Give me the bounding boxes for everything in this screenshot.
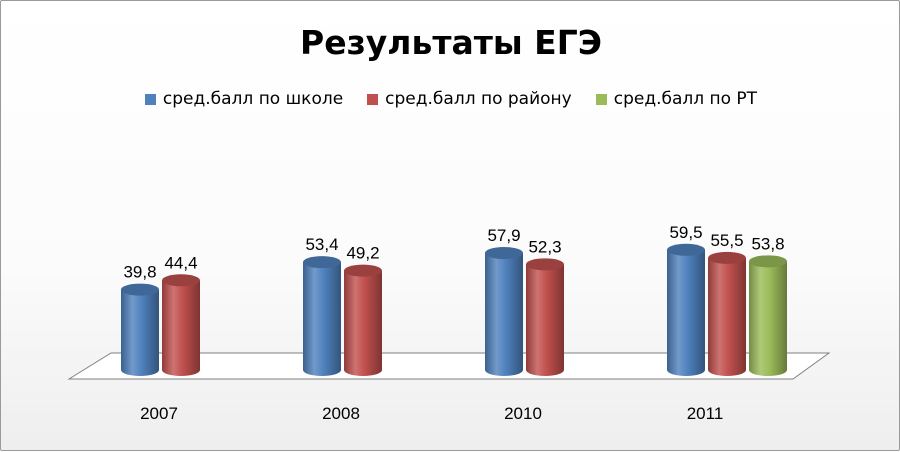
bar-top-2008-s0 [303,256,341,269]
bar-2008-s0 [303,262,341,376]
legend-item-school: сред.балл по школе [144,89,344,109]
legend-swatch-district [367,93,379,105]
bar-2010-s1 [526,264,564,376]
legend-label-republic: сред.балл по РТ [613,89,758,109]
bar-top-2011-s1 [708,251,746,264]
bar-2011-s2 [749,261,787,376]
legend-item-district: сред.балл по району [367,89,572,109]
data-label-2008-s1: 49,2 [346,244,379,263]
bar-top-2010-s0 [485,247,523,260]
bar-2007-s0 [121,289,159,376]
data-label-2011-s1: 55,5 [710,231,743,250]
bar-top-2007-s0 [121,283,159,296]
chart-title: Результаты ЕГЭ [300,23,602,62]
bar-2008-s1 [344,270,382,376]
bar-top-2011-s0 [667,243,705,256]
data-label-2010-s1: 52,3 [528,237,561,256]
bar-2007-s1 [162,280,200,376]
bar-top-2007-s1 [162,274,200,287]
bar-2011-s1 [708,257,746,376]
legend-item-republic: сред.балл по РТ [595,89,758,109]
bar-top-2010-s1 [526,258,564,271]
x-tick-label-2010: 2010 [504,404,542,423]
data-label-2011-s2: 53,8 [751,234,784,253]
legend-swatch-republic [595,93,607,105]
data-label-2008-s0: 53,4 [305,235,338,254]
bar-top-2008-s1 [344,264,382,277]
x-tick-label-2008: 2008 [322,404,360,423]
bar-top-2011-s2 [749,255,787,268]
data-label-2007-s0: 39,8 [123,263,156,282]
legend-swatch-school [144,93,156,105]
legend-label-district: сред.балл по району [385,89,572,109]
legend-label-school: сред.балл по школе [162,89,344,109]
legend: сред.балл по школе сред.балл по району с… [1,89,900,109]
data-label-2010-s0: 57,9 [487,226,520,245]
bar-2011-s0 [667,249,705,376]
x-tick-label-2011: 2011 [687,404,724,423]
data-label-2007-s1: 44,4 [164,253,197,272]
floor [67,352,831,380]
data-label-2011-s0: 59,5 [669,223,702,242]
x-tick-label-2007: 2007 [140,404,178,423]
bar-2010-s0 [485,253,523,376]
